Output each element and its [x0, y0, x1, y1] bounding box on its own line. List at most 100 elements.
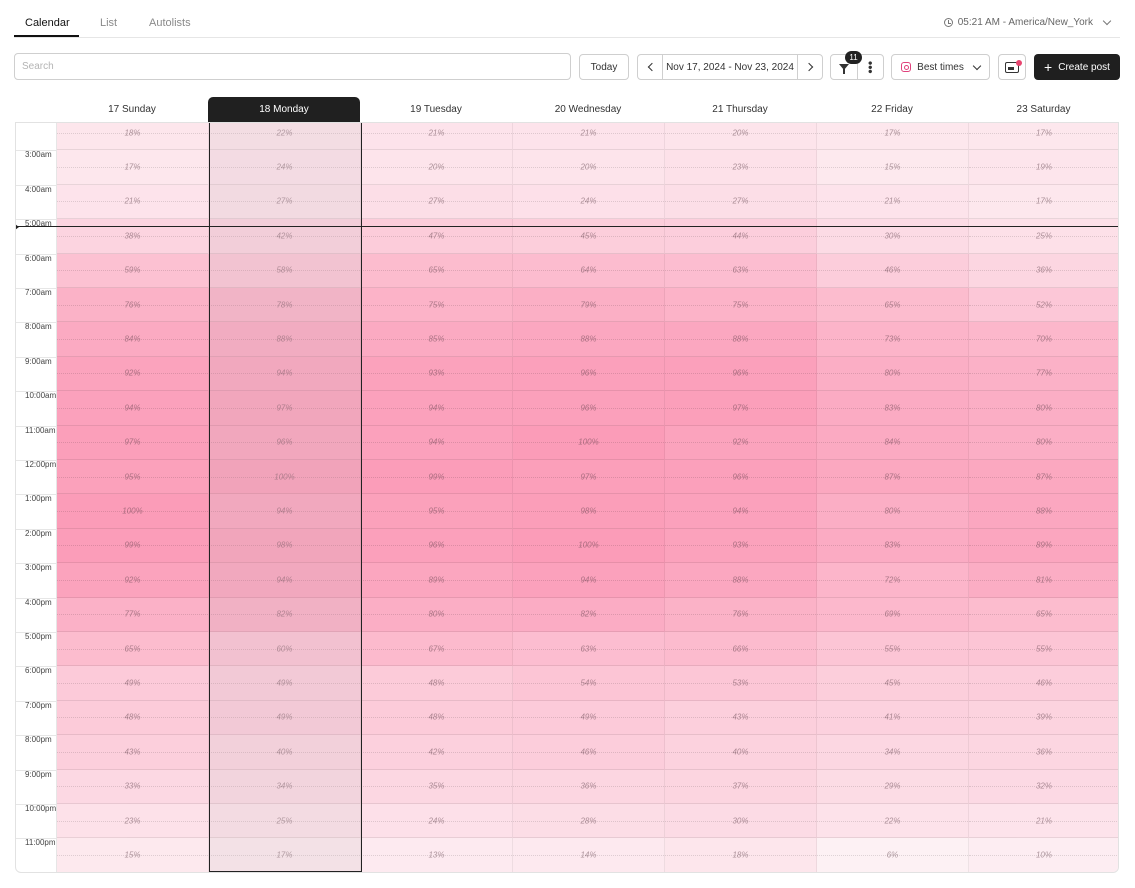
heatmap-cell[interactable]: 17%: [969, 184, 1118, 220]
heatmap-cell[interactable]: 92%: [57, 563, 209, 598]
tab-calendar[interactable]: Calendar: [25, 17, 70, 29]
heatmap-cell[interactable]: 48%: [57, 700, 209, 736]
heatmap-cell[interactable]: 25%: [209, 804, 361, 839]
heatmap-cell[interactable]: 43%: [57, 735, 209, 770]
heatmap-cell[interactable]: 59%: [57, 253, 209, 288]
heatmap-cell[interactable]: 37%: [665, 769, 817, 804]
heatmap-cell[interactable]: 48%: [361, 700, 513, 736]
heatmap-cell[interactable]: 78%: [209, 288, 361, 323]
heatmap-cell[interactable]: 75%: [665, 288, 817, 323]
heatmap-cell[interactable]: 42%: [361, 735, 513, 770]
heatmap-cell[interactable]: 80%: [969, 391, 1118, 426]
heatmap-cell[interactable]: 66%: [665, 632, 817, 667]
heatmap-cell[interactable]: 79%: [513, 288, 665, 323]
day-header[interactable]: 20 Wednesday: [554, 104, 622, 115]
heatmap-cell[interactable]: 73%: [817, 322, 969, 357]
heatmap-cell[interactable]: 22%: [209, 123, 361, 151]
heatmap-cell[interactable]: 49%: [209, 666, 361, 701]
heatmap-cell[interactable]: 94%: [361, 425, 513, 460]
heatmap-cell[interactable]: 13%: [361, 838, 513, 872]
heatmap-cell[interactable]: 88%: [209, 322, 361, 357]
heatmap-cell[interactable]: 20%: [513, 150, 665, 185]
heatmap-cell[interactable]: 30%: [665, 804, 817, 839]
heatmap-cell[interactable]: 14%: [513, 838, 665, 872]
heatmap-cell[interactable]: 48%: [361, 666, 513, 701]
create-post-button[interactable]: + Create post: [1034, 54, 1120, 80]
heatmap-cell[interactable]: 15%: [817, 150, 969, 185]
heatmap-cell[interactable]: 82%: [513, 597, 665, 632]
heatmap-cell[interactable]: 96%: [513, 391, 665, 426]
heatmap-cell[interactable]: 77%: [969, 356, 1118, 392]
heatmap-cell[interactable]: 99%: [361, 460, 513, 495]
heatmap-cell[interactable]: 96%: [361, 528, 513, 564]
heatmap-cell[interactable]: 85%: [361, 322, 513, 357]
heatmap-cell[interactable]: 83%: [817, 391, 969, 426]
heatmap-cell[interactable]: 88%: [665, 322, 817, 357]
more-options-button[interactable]: •••: [856, 55, 883, 79]
heatmap-cell[interactable]: 36%: [513, 769, 665, 804]
heatmap-cell[interactable]: 17%: [209, 838, 361, 872]
heatmap-cell[interactable]: 88%: [513, 322, 665, 357]
prev-week-button[interactable]: [638, 55, 663, 79]
heatmap-cell[interactable]: 17%: [969, 123, 1118, 151]
heatmap-cell[interactable]: 88%: [969, 494, 1118, 529]
heatmap-cell[interactable]: 96%: [209, 425, 361, 460]
heatmap-cell[interactable]: 15%: [57, 838, 209, 872]
heatmap-cell[interactable]: 46%: [969, 666, 1118, 701]
heatmap-cell[interactable]: 18%: [665, 838, 817, 872]
heatmap-cell[interactable]: 34%: [817, 735, 969, 770]
heatmap-cell[interactable]: 87%: [817, 460, 969, 495]
heatmap-cell[interactable]: 52%: [969, 288, 1118, 323]
heatmap-cell[interactable]: 80%: [969, 425, 1118, 460]
heatmap-cell[interactable]: 96%: [665, 356, 817, 392]
heatmap-cell[interactable]: 49%: [513, 700, 665, 736]
filter-button[interactable]: [831, 55, 857, 79]
heatmap-cell[interactable]: 70%: [969, 322, 1118, 357]
heatmap-cell[interactable]: 27%: [665, 184, 817, 220]
timezone-selector[interactable]: 05:21 AM - America/New_York: [943, 16, 1112, 28]
heatmap-cell[interactable]: 45%: [817, 666, 969, 701]
heatmap-cell[interactable]: 76%: [665, 597, 817, 632]
heatmap-cell[interactable]: 45%: [513, 219, 665, 254]
heatmap-cell[interactable]: 100%: [209, 460, 361, 495]
heatmap-cell[interactable]: 55%: [969, 632, 1118, 667]
heatmap-cell[interactable]: 75%: [361, 288, 513, 323]
heatmap-cell[interactable]: 97%: [57, 425, 209, 460]
heatmap-cell[interactable]: 80%: [361, 597, 513, 632]
heatmap-cell[interactable]: 21%: [969, 804, 1118, 839]
heatmap-cell[interactable]: 54%: [513, 666, 665, 701]
heatmap-cell[interactable]: 81%: [969, 563, 1118, 598]
next-week-button[interactable]: [797, 55, 822, 79]
day-header[interactable]: 23 Saturday: [1016, 104, 1071, 115]
heatmap-cell[interactable]: 53%: [665, 666, 817, 701]
heatmap-cell[interactable]: 77%: [57, 597, 209, 632]
heatmap-cell[interactable]: 60%: [209, 632, 361, 667]
heatmap-cell[interactable]: 21%: [513, 123, 665, 151]
heatmap-cell[interactable]: 24%: [361, 804, 513, 839]
media-library-button[interactable]: [998, 54, 1026, 80]
heatmap-cell[interactable]: 38%: [57, 219, 209, 254]
heatmap-cell[interactable]: 18%: [57, 123, 209, 151]
heatmap-cell[interactable]: 27%: [361, 184, 513, 220]
heatmap-cell[interactable]: 84%: [817, 425, 969, 460]
heatmap-cell[interactable]: 97%: [209, 391, 361, 426]
heatmap-cell[interactable]: 43%: [665, 700, 817, 736]
heatmap-cell[interactable]: 36%: [969, 735, 1118, 770]
heatmap-cell[interactable]: 17%: [817, 123, 969, 151]
heatmap-cell[interactable]: 34%: [209, 769, 361, 804]
heatmap-cell[interactable]: 23%: [665, 150, 817, 185]
heatmap-cell[interactable]: 76%: [57, 288, 209, 323]
heatmap-cell[interactable]: 63%: [665, 253, 817, 288]
heatmap-cell[interactable]: 65%: [57, 632, 209, 667]
heatmap-cell[interactable]: 33%: [57, 769, 209, 804]
heatmap-cell[interactable]: 22%: [817, 804, 969, 839]
heatmap-cell[interactable]: 94%: [209, 494, 361, 529]
heatmap-cell[interactable]: 82%: [209, 597, 361, 632]
heatmap-cell[interactable]: 99%: [57, 528, 209, 564]
heatmap-cell[interactable]: 98%: [209, 528, 361, 564]
heatmap-cell[interactable]: 96%: [513, 356, 665, 392]
heatmap-cell[interactable]: 21%: [361, 123, 513, 151]
heatmap-cell[interactable]: 46%: [817, 253, 969, 288]
heatmap-cell[interactable]: 64%: [513, 253, 665, 288]
heatmap-cell[interactable]: 89%: [969, 528, 1118, 564]
